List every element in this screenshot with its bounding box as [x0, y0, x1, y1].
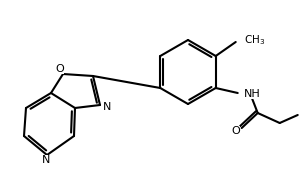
- Text: CH$_3$: CH$_3$: [244, 33, 265, 47]
- Text: O: O: [231, 126, 240, 136]
- Text: NH: NH: [244, 89, 261, 99]
- Text: N: N: [42, 155, 50, 165]
- Text: O: O: [56, 64, 64, 74]
- Text: N: N: [103, 102, 111, 112]
